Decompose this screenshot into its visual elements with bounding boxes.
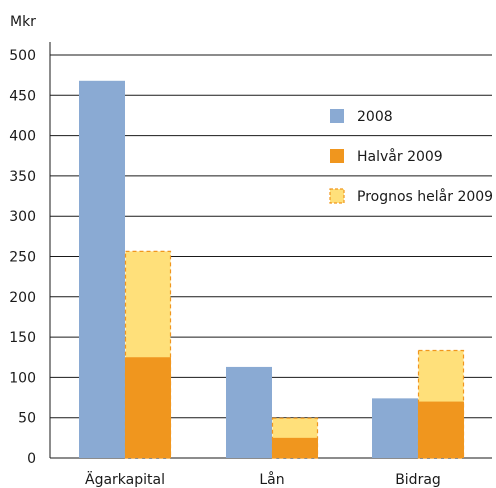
x-category-label: Bidrag xyxy=(395,472,441,488)
bar-2008 xyxy=(372,398,418,458)
y-tick-label: 50 xyxy=(18,411,36,427)
x-category-label: Ägarkapital xyxy=(85,470,165,488)
y-tick-label: 350 xyxy=(9,169,36,185)
legend-swatch xyxy=(329,188,345,204)
y-axis-unit-label: Mkr xyxy=(10,14,36,30)
y-tick-label: 0 xyxy=(27,451,36,467)
bar-halvar-2009 xyxy=(125,357,171,458)
bar-2008 xyxy=(226,366,272,458)
y-tick-label: 450 xyxy=(9,88,36,104)
legend-label: Prognos helår 2009 xyxy=(357,188,493,205)
y-tick-label: 500 xyxy=(9,48,36,64)
legend-label: 2008 xyxy=(357,109,393,125)
x-category-label: Lån xyxy=(259,471,284,488)
y-tick-label: 250 xyxy=(9,250,36,266)
legend-label: Halvår 2009 xyxy=(357,148,443,165)
legend-swatch xyxy=(330,109,344,123)
legend: 2008 Halvår 2009 Prognos helår 2009 xyxy=(329,109,493,205)
bar-halvar-2009 xyxy=(272,437,318,458)
bar-2008 xyxy=(79,80,125,459)
legend-swatch xyxy=(330,149,344,163)
y-tick-label: 200 xyxy=(9,290,36,306)
bars xyxy=(79,80,465,459)
y-tick-label: 100 xyxy=(9,370,36,386)
y-tick-label: 400 xyxy=(9,129,36,145)
y-tick-label: 150 xyxy=(9,330,36,346)
y-tick-label: 300 xyxy=(9,209,36,225)
x-axis-category-labels: Ägarkapital Lån Bidrag xyxy=(85,470,441,488)
bar-halvar-2009 xyxy=(418,401,464,458)
y-axis-tick-labels: 0 50 100 150 200 250 300 350 400 450 500 xyxy=(9,48,36,467)
